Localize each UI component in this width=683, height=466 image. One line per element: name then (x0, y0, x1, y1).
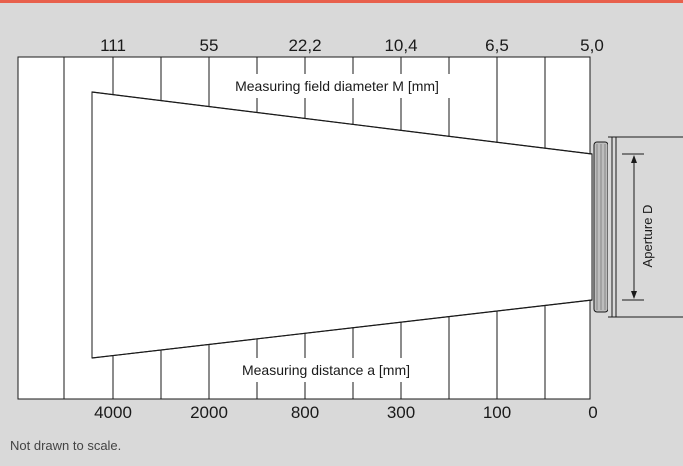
sensor-head (593, 136, 683, 318)
top-label-bg (212, 74, 464, 98)
cone-lower-edge (91, 299, 593, 359)
top-tick-label: 111 (100, 36, 126, 55)
bottom-tick-labels: 4000 2000 800 300 100 0 (94, 403, 598, 422)
cone-upper-edge (91, 91, 593, 155)
bottom-tick-label: 2000 (190, 403, 228, 422)
top-tick-label: 55 (200, 36, 219, 55)
top-tick-label: 6,5 (485, 36, 509, 55)
bottom-tick-label: 100 (483, 403, 511, 422)
top-tick-label: 10,4 (384, 36, 417, 55)
aperture-label: Aperture D (640, 205, 655, 268)
bottom-tick-label: 800 (291, 403, 319, 422)
aperture-dimension (622, 153, 644, 301)
bottom-tick-label: 300 (387, 403, 415, 422)
measuring-distance-label: Measuring distance a [mm] (242, 362, 410, 378)
bottom-tick-label: 0 (588, 403, 597, 422)
bottom-label-bg (222, 358, 434, 382)
aperture-arrow-down (631, 291, 637, 299)
footnote: Not drawn to scale. (10, 438, 122, 453)
top-tick-label: 22,2 (288, 36, 321, 55)
field-diameter-label: Measuring field diameter M [mm] (235, 78, 439, 94)
top-tick-label: 5,0 (580, 36, 604, 55)
bottom-tick-label: 4000 (94, 403, 132, 422)
top-tick-labels: 111 55 22,2 10,4 6,5 5,0 (100, 36, 604, 55)
accent-bar (0, 0, 683, 3)
aperture-arrow-up (631, 155, 637, 163)
